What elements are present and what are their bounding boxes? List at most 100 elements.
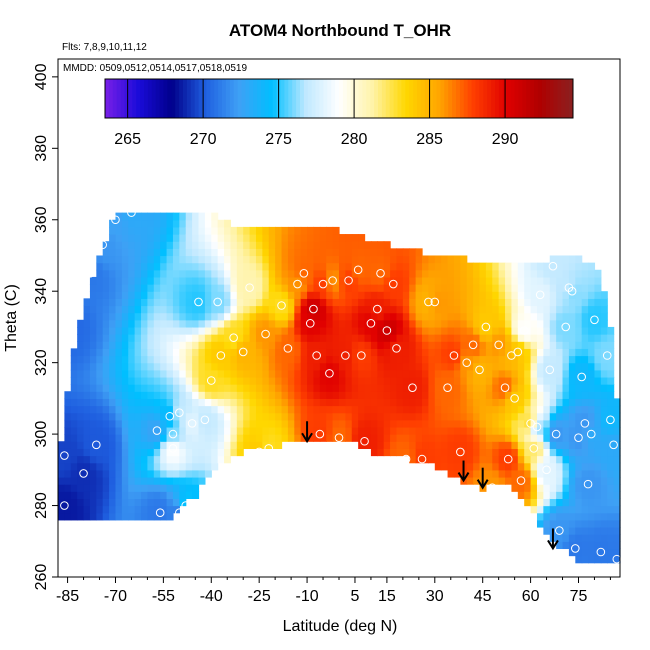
heat-cell: [300, 255, 308, 264]
heat-cell: [485, 326, 493, 335]
heat-cell: [415, 341, 423, 349]
heat-cell: [549, 519, 557, 528]
heat-cell: [517, 384, 525, 392]
heat-cell: [153, 448, 161, 457]
heat-cell: [243, 284, 251, 292]
sample-point: [181, 501, 191, 510]
heat-cell: [172, 212, 180, 221]
heat-cell: [236, 326, 244, 335]
heat-cell: [370, 312, 378, 321]
heat-cell: [530, 462, 538, 471]
heat-cell: [313, 412, 321, 421]
heat-cell: [287, 426, 295, 435]
heat-cell: [217, 412, 225, 421]
heat-cell: [198, 219, 206, 228]
heat-cell: [332, 255, 340, 264]
heat-cell: [383, 262, 391, 271]
heat-cell: [466, 476, 474, 485]
heat-cell: [160, 305, 168, 314]
heat-cell: [466, 334, 474, 342]
heat-cell: [479, 412, 487, 421]
heat-cell: [396, 255, 404, 264]
heat-cell: [89, 448, 97, 457]
heat-cell: [453, 319, 461, 328]
heat-cell: [530, 426, 538, 435]
sample-point: [535, 290, 545, 300]
heat-cell: [224, 448, 232, 457]
heat-cell: [275, 376, 283, 385]
colorbar-segment: [323, 79, 328, 118]
heat-cell: [89, 419, 97, 428]
heat-cell: [543, 376, 551, 385]
heat-cell: [141, 398, 149, 407]
heat-cell: [172, 355, 180, 364]
sample-point: [213, 297, 222, 307]
heat-cell: [575, 476, 583, 485]
colorbar-segment: [140, 79, 145, 118]
heat-cell: [377, 434, 385, 442]
heat-cell: [428, 326, 436, 335]
heat-cell: [607, 484, 615, 492]
heat-cell: [332, 426, 340, 435]
heat-cell: [166, 341, 174, 349]
heat-cell: [96, 362, 104, 371]
heat-cell: [172, 305, 180, 314]
heat-cell: [89, 355, 97, 364]
heat-cell: [434, 255, 442, 264]
heat-cell: [466, 398, 474, 407]
heat-cell: [607, 519, 615, 528]
heat-cell: [83, 362, 91, 371]
heat-cell: [326, 284, 334, 292]
heat-cell: [543, 455, 551, 464]
heat-cell: [594, 512, 602, 521]
heat-cell: [588, 376, 596, 385]
heat-cell: [313, 276, 321, 285]
heat-cell: [268, 419, 276, 428]
sample-point: [357, 351, 366, 360]
heat-cell: [581, 369, 589, 378]
heat-cell: [568, 298, 576, 307]
heat-cell: [524, 276, 532, 285]
heat-cell: [594, 405, 602, 414]
heat-cell: [224, 241, 232, 249]
heat-cell: [192, 405, 200, 414]
heat-cell: [172, 326, 180, 335]
heat-cell: [230, 434, 238, 442]
heat-cell: [402, 341, 410, 349]
heat-cell: [358, 284, 366, 292]
heat-cell: [294, 319, 302, 328]
heat-cell: [217, 326, 225, 335]
heat-cell: [588, 312, 596, 321]
heat-cell: [109, 412, 117, 421]
colorbar-segment: [444, 79, 449, 118]
sample-point: [570, 544, 580, 553]
heat-cell: [319, 312, 327, 321]
heat-cell: [556, 305, 564, 314]
heat-cell: [568, 334, 576, 342]
heat-cell: [568, 305, 576, 314]
heat-cell: [594, 426, 602, 435]
heat-cell: [204, 291, 212, 299]
heat-cell: [453, 305, 461, 314]
heat-cell: [89, 284, 97, 292]
sample-point: [376, 269, 385, 278]
heat-cell: [141, 334, 149, 342]
heat-cell: [128, 355, 136, 364]
heat-cell: [109, 462, 117, 471]
heat-cell: [600, 512, 608, 521]
heat-cell: [153, 455, 161, 464]
sample-point: [277, 301, 286, 310]
heat-cell: [581, 326, 589, 335]
heat-cell: [141, 391, 149, 399]
heat-cell: [185, 305, 193, 314]
heat-cell: [230, 241, 238, 249]
heat-cell: [160, 348, 168, 357]
sample-point: [216, 351, 226, 360]
colorbar-segment: [471, 79, 476, 118]
heat-cell: [396, 262, 404, 271]
heat-cell: [556, 376, 564, 385]
heat-cell: [160, 498, 168, 507]
heat-cell: [198, 362, 206, 371]
heat-cell: [230, 412, 238, 421]
